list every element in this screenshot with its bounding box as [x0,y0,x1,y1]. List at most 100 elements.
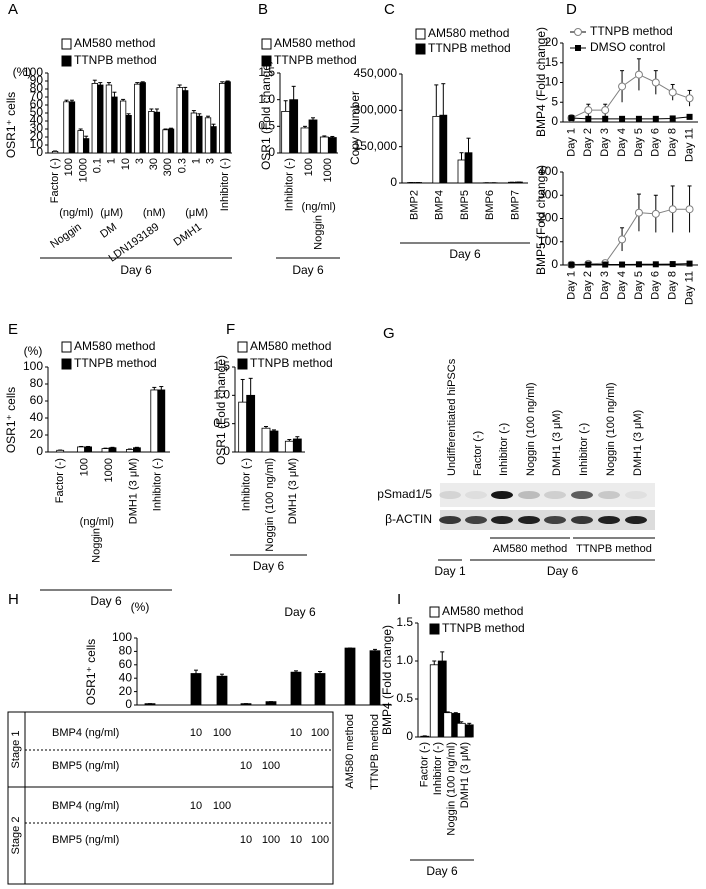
bar [51,150,59,154]
bar [167,128,175,154]
x-tick-label: Day 2 [582,128,594,157]
y-tick-label: 0 [125,697,132,711]
y-tick-label: 20 [119,684,133,698]
x-tick-label: Inhibitor (-) [219,158,231,211]
y-tick-label: 10 [30,137,44,151]
y-tick-label: 0 [551,257,558,271]
table-cell: 100 [213,727,231,739]
table-cell: 100 [311,727,329,739]
y-tick-label: 0 [268,145,275,159]
band [518,516,540,524]
legend-label: AM580 method [428,26,509,40]
panel-label: F [226,321,235,338]
bar [284,440,294,453]
y-tick-label: 0 [551,114,558,128]
marker [669,115,676,122]
legend-label: AM580 method [74,36,155,50]
band [625,516,647,524]
x-tick-label: Day 3 [599,128,611,157]
marker [652,115,659,122]
bar [281,111,291,154]
y-tick-label: 0 [36,145,43,159]
bar [153,111,161,154]
x-tick-label: Noggin (100 ng/ml) [446,742,458,836]
marker [601,106,610,115]
bar [369,650,381,706]
marker [602,261,609,268]
y-axis-label: OSR1 (Fold change) [214,355,228,465]
y-tick-label: 60 [30,97,44,111]
panel-label: A [8,1,18,18]
y-tick-label: 100 [112,630,132,644]
x-tick-label: BMP6 [484,190,496,220]
day-label: Day 6 [547,564,579,578]
bar [443,712,453,738]
group-unit: (ng/ml) [59,207,93,219]
table-cell: 10 [190,800,202,812]
bar [119,100,127,154]
marker [668,88,677,97]
marker [585,261,592,268]
y-tick-label: 50 [30,105,44,119]
x-tick-label: Day 1 [565,128,577,157]
stage-label: Stage 1 [10,731,22,769]
band [491,491,513,499]
y-unit: (%) [131,600,150,614]
bar [439,114,448,184]
panel-label: E [8,321,18,338]
bar [157,389,166,453]
y-tick-label: 300,000 [354,103,398,117]
y-axis-label: Copy Number [348,91,362,165]
row-label: BMP4 (ng/ml) [52,800,119,812]
band [465,491,487,499]
legend-swatch [415,43,426,55]
marker [686,113,693,120]
marker [619,261,626,268]
bar [190,673,202,706]
bar [190,112,198,154]
table-cell: 10 [290,727,302,739]
legend-label: AM580 method [442,604,523,618]
y-tick-label: 5 [551,94,558,108]
legend-swatch [237,341,248,353]
x-tick-label: 30 [148,158,160,170]
x-tick-label: 0.1 [91,158,103,173]
x-tick-label: Day 8 [667,271,679,300]
legend-swatch [261,38,272,50]
bar [111,96,118,154]
bar [238,401,248,453]
bar [300,127,310,154]
x-tick-label: Noggin (100 ng/ml) [264,458,276,552]
legend-label: AM580 method [274,36,355,50]
y-tick-label: 60 [30,393,44,407]
x-tick-label: Factor (-) [54,458,66,503]
x-tick-label: BMP4 [434,190,446,220]
y-tick-label: 20 [30,427,44,441]
x-tick-label: Inhibitor (-) [241,458,253,511]
legend-label: TTNPB method [250,356,333,370]
bar [148,111,155,154]
y-tick-label: 30 [30,121,44,135]
bar [182,90,189,154]
legend-swatch [61,341,72,353]
bar [269,430,279,453]
y-axis-label: OSR1⁺ cells [84,639,98,705]
marker [602,115,609,122]
y-tick-label: 0.5 [213,416,230,430]
y-tick-label: 15 [545,55,559,69]
group-unit: (μM) [185,207,208,219]
group-label: DMH1 [172,221,204,249]
marker [652,261,659,268]
bar [134,83,141,154]
band [625,491,647,499]
table-cell: 100 [311,834,329,846]
band [544,491,566,499]
legend-swatch [237,358,248,370]
x-tick-label: 1000 [322,158,334,182]
footer: Day 6 [292,263,324,277]
marker [685,205,694,214]
lane-label: Undifferentiated hiPSCs [446,358,458,476]
y-tick-label: 0.5 [258,119,275,133]
y-axis-label: OSR1⁺ cells [4,387,18,453]
x-tick-label: Day 6 [650,128,662,157]
